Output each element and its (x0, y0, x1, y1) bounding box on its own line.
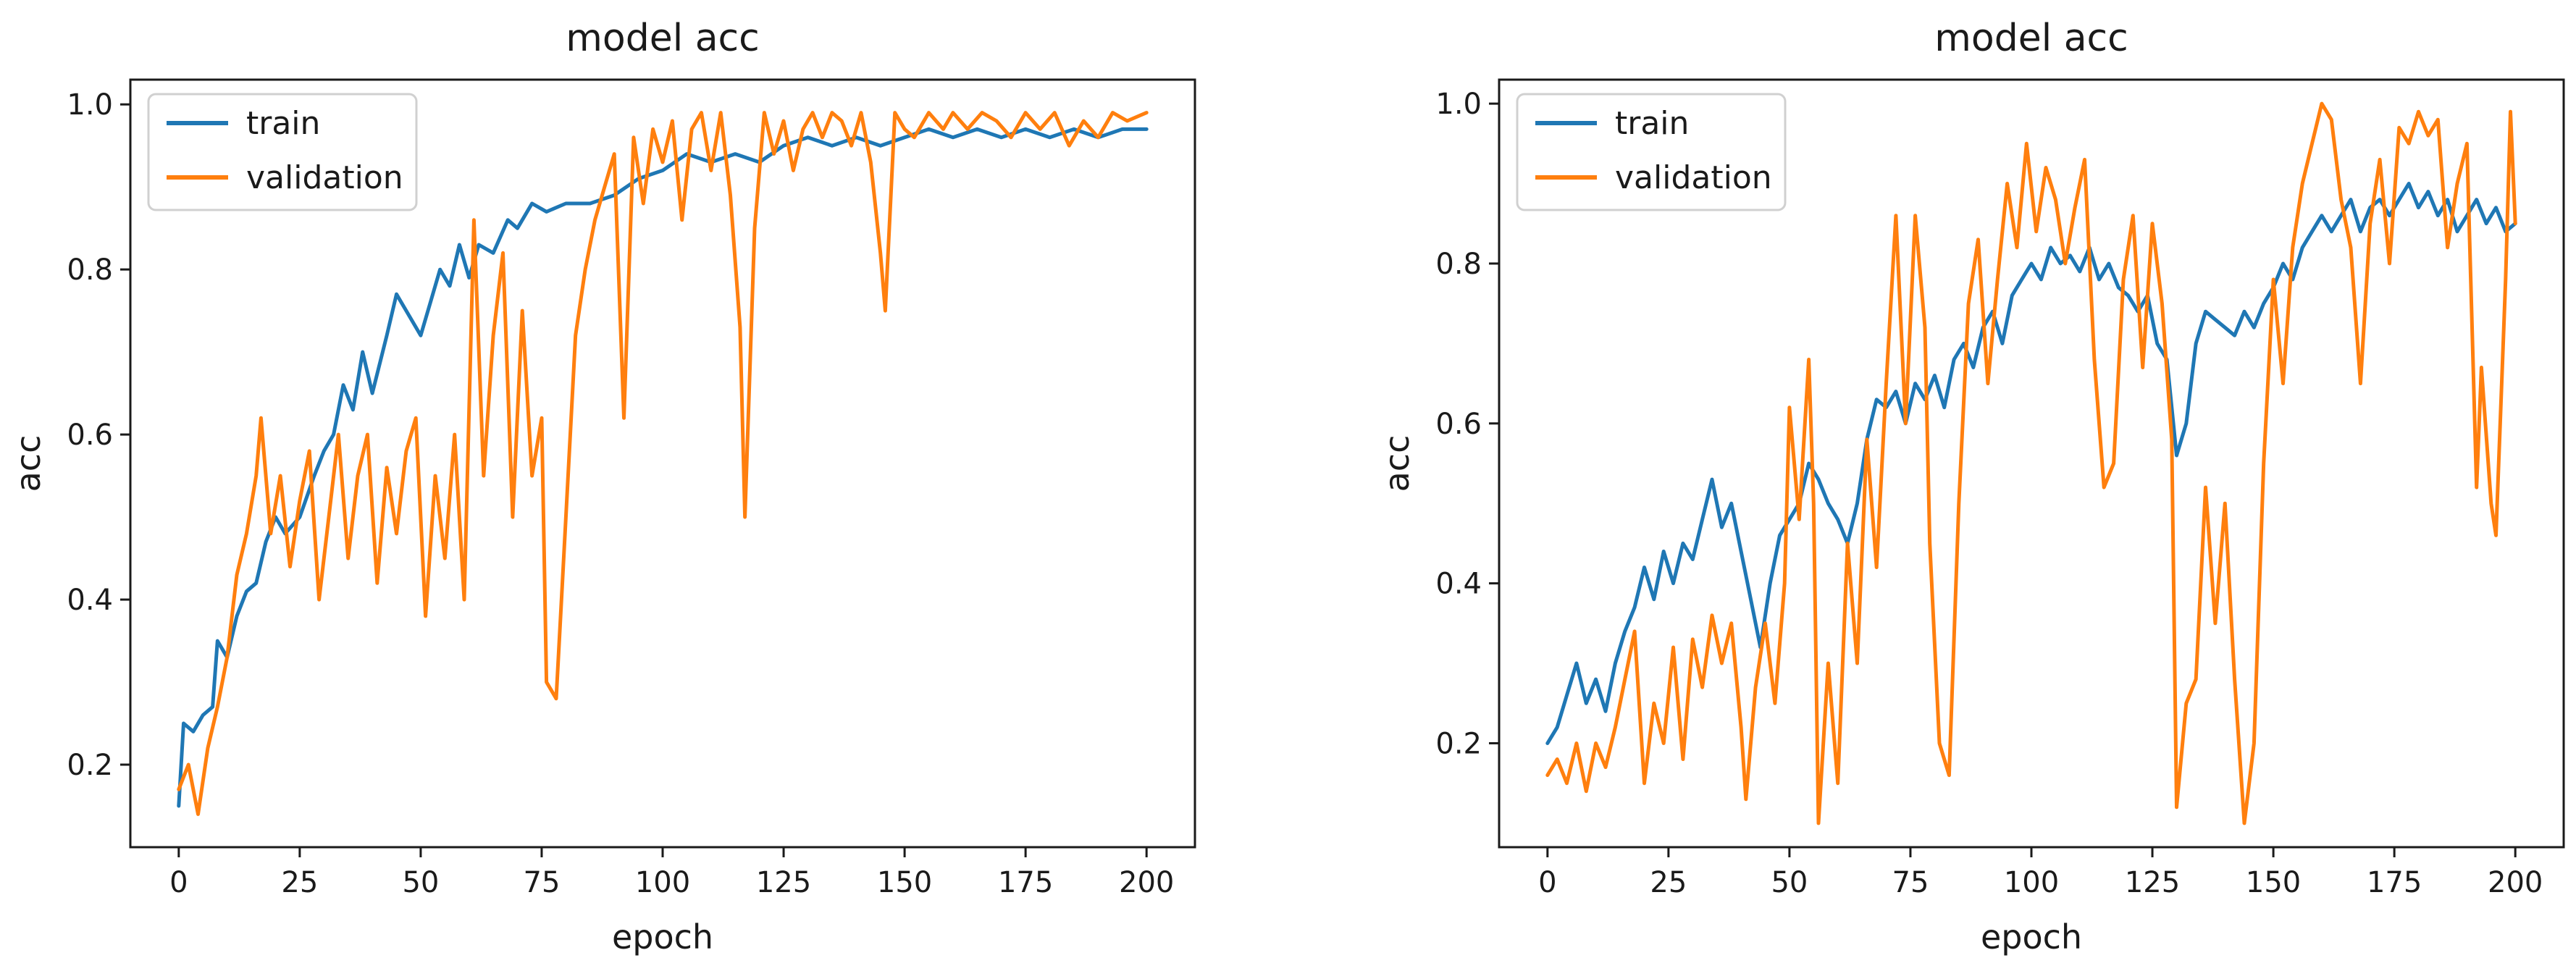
x-tick-label: 75 (1892, 866, 1929, 899)
x-tick-label: 200 (1119, 866, 1174, 899)
y-tick-label: 0.8 (67, 253, 113, 287)
legend-train-label: train (246, 105, 320, 142)
x-tick-label: 50 (1771, 866, 1808, 899)
x-tick-label: 75 (524, 866, 561, 899)
x-tick-label: 175 (2367, 866, 2422, 899)
x-tick-label: 0 (169, 866, 188, 899)
x-tick-label: 100 (635, 866, 690, 899)
y-tick-label: 1.0 (67, 88, 113, 122)
chart-title: model acc (1934, 17, 2128, 60)
series-line-train (1545, 182, 2517, 745)
x-tick-label: 0 (1538, 866, 1556, 899)
legend-validation-label: validation (246, 159, 403, 196)
y-axis-label: acc (1377, 435, 1417, 492)
y-tick-label: 0.4 (1435, 568, 1482, 601)
x-tick-label: 175 (998, 866, 1053, 899)
y-tick-label: 0.2 (67, 749, 113, 782)
chart-left: model acc 0 25 50 75 100 125 150 175 200 0.2 0.4 0.… (9, 17, 1196, 957)
x-tick-label: 100 (2004, 866, 2059, 899)
legend-validation-label: validation (1615, 159, 1772, 196)
y-tick-label: 1.0 (1435, 88, 1482, 121)
x-tick-label: 25 (1650, 866, 1687, 899)
legend: train validation (1516, 93, 1787, 211)
y-axis-label: acc (9, 435, 48, 492)
y-tick-label: 0.6 (67, 419, 113, 452)
y-tick-label: 0.8 (1435, 248, 1482, 281)
chart-title: model acc (566, 17, 760, 60)
x-tick-label: 125 (756, 866, 811, 899)
y-tick-label: 0.4 (67, 584, 113, 617)
x-axis-label: epoch (1981, 917, 2082, 957)
y-tick-label: 0.6 (1435, 408, 1482, 441)
x-axis-label: epoch (612, 917, 713, 957)
series-line-train (177, 127, 1149, 808)
legend-train-label: train (1615, 105, 1689, 142)
series-line-validation (177, 111, 1149, 816)
legend: train validation (147, 93, 418, 211)
x-tick-label: 25 (281, 866, 318, 899)
x-tick-label: 200 (2488, 866, 2543, 899)
x-tick-label: 125 (2125, 866, 2180, 899)
y-tick-label: 0.2 (1435, 727, 1482, 760)
x-tick-label: 150 (2246, 866, 2301, 899)
series-line-validation (1545, 101, 2517, 825)
chart-right: model acc 0 25 50 75 100 125 150 175 200 0.2 0.4 0.… (1377, 17, 2565, 957)
x-tick-label: 150 (877, 866, 932, 899)
x-tick-label: 50 (402, 866, 439, 899)
